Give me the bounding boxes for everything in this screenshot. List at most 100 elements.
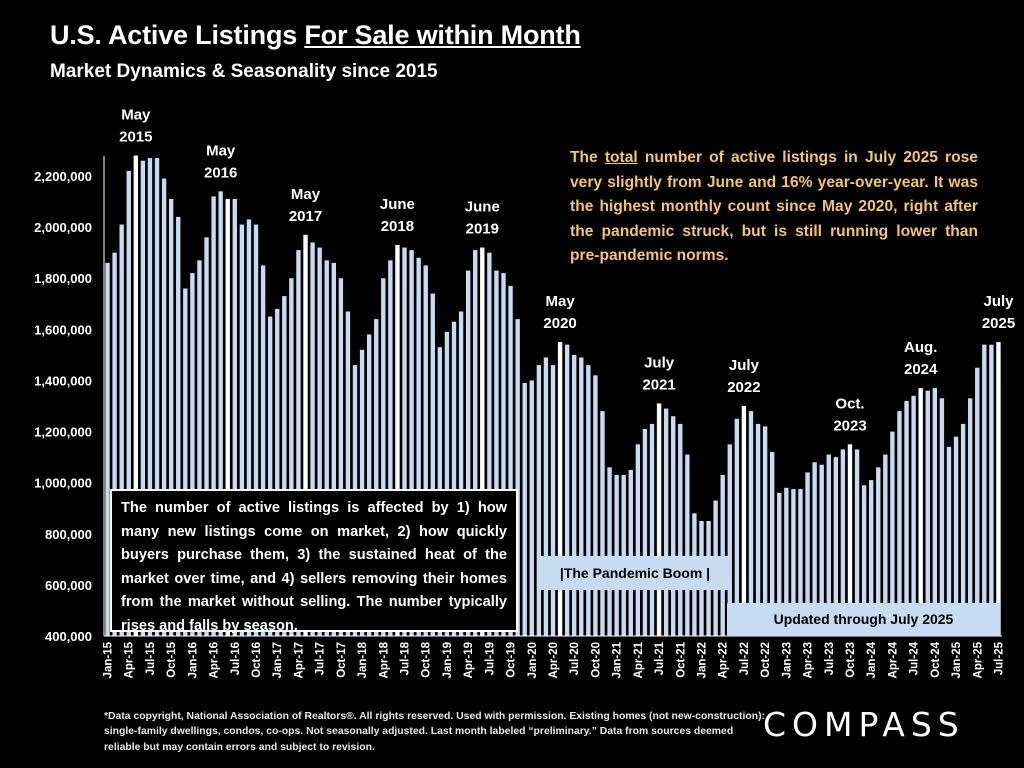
bar bbox=[190, 273, 195, 636]
x-tick-label: Jan-18 bbox=[357, 641, 369, 678]
bar bbox=[621, 475, 626, 636]
bar bbox=[147, 158, 153, 637]
x-tick-label: Oct-16 bbox=[251, 642, 263, 678]
bar bbox=[791, 489, 796, 636]
bar bbox=[671, 416, 676, 636]
bar bbox=[366, 334, 372, 636]
bar bbox=[762, 426, 768, 636]
bar bbox=[600, 411, 605, 636]
bar bbox=[267, 316, 273, 636]
x-tick-label: Jul-20 bbox=[569, 642, 581, 675]
y-tick-label: 1,800,000 bbox=[34, 271, 92, 286]
bar bbox=[289, 278, 294, 636]
bar bbox=[501, 273, 506, 636]
bar bbox=[946, 446, 952, 636]
bar bbox=[614, 475, 619, 636]
bar bbox=[543, 357, 549, 636]
peak-label: 2016 bbox=[204, 164, 237, 181]
x-tick-label: Jul-25 bbox=[994, 641, 1006, 675]
x-tick-label: Oct-15 bbox=[166, 641, 178, 677]
x-tick-label: Apr-16 bbox=[209, 642, 221, 678]
bar bbox=[883, 454, 888, 636]
bar bbox=[798, 489, 803, 636]
y-tick-label: 1,200,000 bbox=[34, 425, 92, 440]
bar bbox=[770, 452, 775, 636]
peak-label: 2018 bbox=[381, 218, 414, 235]
bar bbox=[685, 454, 690, 636]
listings-bar-chart: 400,000 600,000 800,000 1,000,000 1,200,000 1… bbox=[34, 107, 1015, 679]
y-tick-label: 600,000 bbox=[45, 578, 92, 593]
x-tick-label: Oct-24 bbox=[930, 641, 942, 677]
bar bbox=[663, 408, 669, 636]
x-tick-label: Jan-20 bbox=[527, 642, 539, 678]
x-tick-label: Jan-21 bbox=[612, 641, 624, 678]
bar bbox=[338, 278, 344, 636]
bar bbox=[494, 270, 499, 636]
bar bbox=[176, 216, 181, 636]
bar bbox=[854, 449, 860, 636]
bar bbox=[515, 319, 520, 636]
bar bbox=[982, 344, 987, 636]
bar bbox=[904, 400, 909, 636]
bar bbox=[296, 250, 301, 637]
peak-label: May bbox=[121, 107, 151, 124]
x-tick-label: Jan-19 bbox=[442, 642, 454, 678]
bar bbox=[183, 288, 188, 636]
x-tick-label: Apr-23 bbox=[803, 642, 815, 678]
y-tick-label: 1,600,000 bbox=[34, 322, 92, 337]
peak-label: 2024 bbox=[904, 361, 938, 378]
bar bbox=[635, 444, 641, 636]
bar bbox=[260, 265, 266, 636]
x-tick-label: Jul-15 bbox=[145, 641, 157, 675]
peak-label: Aug. bbox=[904, 339, 937, 356]
bar bbox=[890, 431, 895, 636]
x-tick-label: Jan-24 bbox=[866, 641, 878, 678]
x-tick-label: Oct-23 bbox=[845, 642, 857, 678]
bar bbox=[918, 388, 923, 636]
bar bbox=[607, 467, 612, 636]
peak-label: 2025 bbox=[982, 315, 1015, 332]
x-tick-label: Oct-22 bbox=[760, 642, 772, 678]
y-tick-label: 800,000 bbox=[45, 527, 92, 542]
bar bbox=[239, 224, 245, 636]
x-tick-label: Apr-20 bbox=[548, 642, 560, 678]
peak-label: May bbox=[206, 142, 236, 159]
bar bbox=[310, 242, 315, 636]
bar bbox=[140, 160, 146, 637]
peak-label: Oct. bbox=[835, 395, 864, 412]
bar bbox=[869, 480, 874, 636]
peak-label: 2020 bbox=[543, 315, 576, 332]
bar bbox=[755, 423, 761, 636]
bar bbox=[204, 237, 209, 636]
x-tick-label: Oct-18 bbox=[421, 641, 433, 677]
x-tick-label: Oct-19 bbox=[506, 642, 518, 678]
bar bbox=[932, 388, 938, 636]
peak-label: June bbox=[465, 199, 500, 216]
annotation-note: The total number of active listings in J… bbox=[570, 146, 978, 269]
bar bbox=[451, 321, 457, 636]
bar bbox=[847, 444, 853, 636]
bar bbox=[105, 262, 110, 636]
bar bbox=[324, 260, 329, 636]
bar bbox=[282, 296, 287, 636]
updated-through-tag: Updated through July 2025 bbox=[727, 603, 1000, 636]
bar bbox=[939, 398, 945, 636]
bar bbox=[465, 270, 471, 636]
peak-label: June bbox=[380, 196, 415, 213]
footnote: *Data copyright, National Association of… bbox=[104, 711, 766, 753]
title-underlined: For Sale within Month bbox=[304, 20, 581, 50]
bar bbox=[487, 252, 492, 637]
peak-label: 2022 bbox=[727, 379, 760, 396]
note-lead: The bbox=[570, 149, 605, 166]
bar bbox=[374, 319, 379, 636]
bar bbox=[409, 250, 414, 637]
title-plain: U.S. Active Listings bbox=[50, 20, 305, 50]
bar bbox=[458, 311, 464, 636]
x-tick-label: Jan-23 bbox=[781, 642, 793, 678]
compass-logo: COMPASS bbox=[763, 705, 965, 744]
peak-label: July bbox=[983, 293, 1014, 310]
x-tick-label: Jan-15 bbox=[103, 641, 115, 678]
bar bbox=[480, 247, 485, 636]
bar bbox=[211, 196, 216, 636]
x-tick-label: Apr-25 bbox=[972, 641, 984, 678]
